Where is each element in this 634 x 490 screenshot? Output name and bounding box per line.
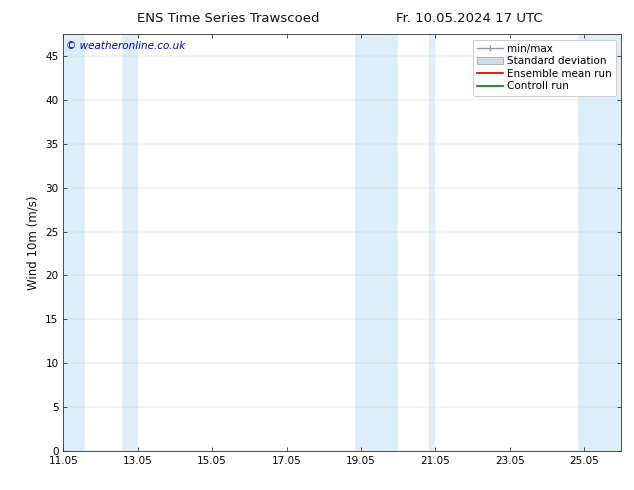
Bar	[429, 34, 436, 451]
Legend: min/max, Standard deviation, Ensemble mean run, Controll run: min/max, Standard deviation, Ensemble me…	[473, 40, 616, 96]
Text: Fr. 10.05.2024 17 UTC: Fr. 10.05.2024 17 UTC	[396, 12, 543, 25]
Bar	[354, 34, 398, 451]
Bar	[578, 34, 621, 451]
Bar	[63, 34, 85, 451]
Text: ENS Time Series Trawscoed: ENS Time Series Trawscoed	[137, 12, 320, 25]
Text: © weatheronline.co.uk: © weatheronline.co.uk	[66, 41, 185, 50]
Bar	[122, 34, 138, 451]
Y-axis label: Wind 10m (m/s): Wind 10m (m/s)	[27, 196, 40, 290]
